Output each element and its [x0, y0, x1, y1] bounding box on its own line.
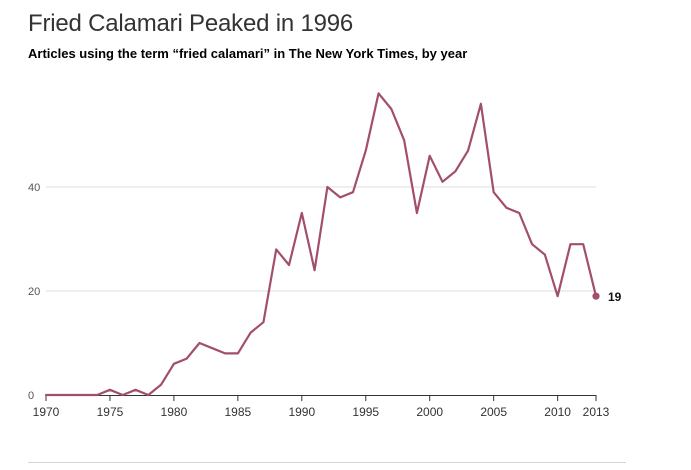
end-point-marker — [592, 292, 600, 300]
x-tick-label: 2000 — [416, 405, 443, 419]
x-tick-label: 1985 — [225, 405, 252, 419]
end-value-label: 19 — [608, 290, 622, 304]
series-line — [44, 92, 598, 397]
x-tick-label: 1980 — [161, 405, 188, 419]
x-tick-label: 1970 — [33, 405, 60, 419]
y-tick-label: 20 — [28, 286, 40, 298]
y-axis-ticks: 0 20 40 — [28, 182, 40, 402]
y-tick-label: 40 — [28, 182, 40, 194]
x-tick-label: 1990 — [288, 405, 315, 419]
x-tick-label: 2010 — [544, 405, 571, 419]
x-tick-label: 2005 — [480, 405, 507, 419]
gridlines — [46, 186, 596, 292]
x-tick-label: 1995 — [352, 405, 379, 419]
chart-subtitle: Articles using the term “fried calamari”… — [28, 46, 468, 61]
x-tick-label: 1975 — [97, 405, 124, 419]
chart-title: Fried Calamari Peaked in 1996 — [28, 10, 354, 37]
bottom-divider — [28, 462, 626, 463]
x-axis: 1970 1975 1980 1985 1990 1995 2000 2005 2010 2013 — [33, 395, 610, 419]
series-group: 19 — [44, 92, 622, 397]
y-tick-label: 0 — [28, 390, 34, 402]
x-tick-label: 2013 — [583, 405, 610, 419]
